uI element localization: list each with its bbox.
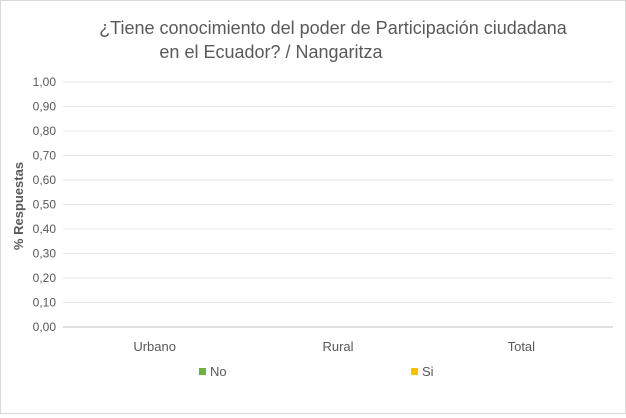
x-category-label: Total bbox=[508, 339, 536, 354]
y-axis-title: % Respuestas bbox=[11, 162, 26, 250]
y-tick-label: 0,90 bbox=[33, 100, 57, 114]
legend-label-no: No bbox=[210, 364, 227, 379]
gridlines bbox=[63, 81, 613, 328]
legend-swatch-si bbox=[411, 368, 418, 375]
y-tick-label: 0,70 bbox=[33, 149, 57, 163]
legend: No Si bbox=[199, 364, 434, 379]
y-tick-label: 0,20 bbox=[33, 271, 57, 285]
y-tick-label: 0,30 bbox=[33, 247, 57, 261]
x-category-label: Rural bbox=[322, 339, 353, 354]
y-tick-label: 0,10 bbox=[33, 296, 57, 310]
x-category-label: Urbano bbox=[133, 339, 176, 354]
y-tick-label: 0,40 bbox=[33, 222, 57, 236]
y-tick-label: 0,80 bbox=[33, 124, 57, 138]
x-category-labels: Urbano Rural Total bbox=[133, 339, 535, 354]
y-tick-labels: 0,00 0,10 0,20 0,30 0,40 0,50 0,60 0,70 0,80 0,90… bbox=[33, 75, 57, 334]
chart-title-line-1: ¿Tiene conocimiento del poder de Partici… bbox=[99, 18, 568, 38]
y-tick-label: 0,50 bbox=[33, 198, 57, 212]
chart-title-line-2: en el Ecuador? / Nangaritza bbox=[159, 42, 383, 62]
legend-swatch-no bbox=[199, 368, 206, 375]
y-tick-label: 0,60 bbox=[33, 173, 57, 187]
legend-label-si: Si bbox=[422, 364, 434, 379]
y-tick-label: 1,00 bbox=[33, 75, 57, 89]
y-tick-label: 0,00 bbox=[33, 320, 57, 334]
